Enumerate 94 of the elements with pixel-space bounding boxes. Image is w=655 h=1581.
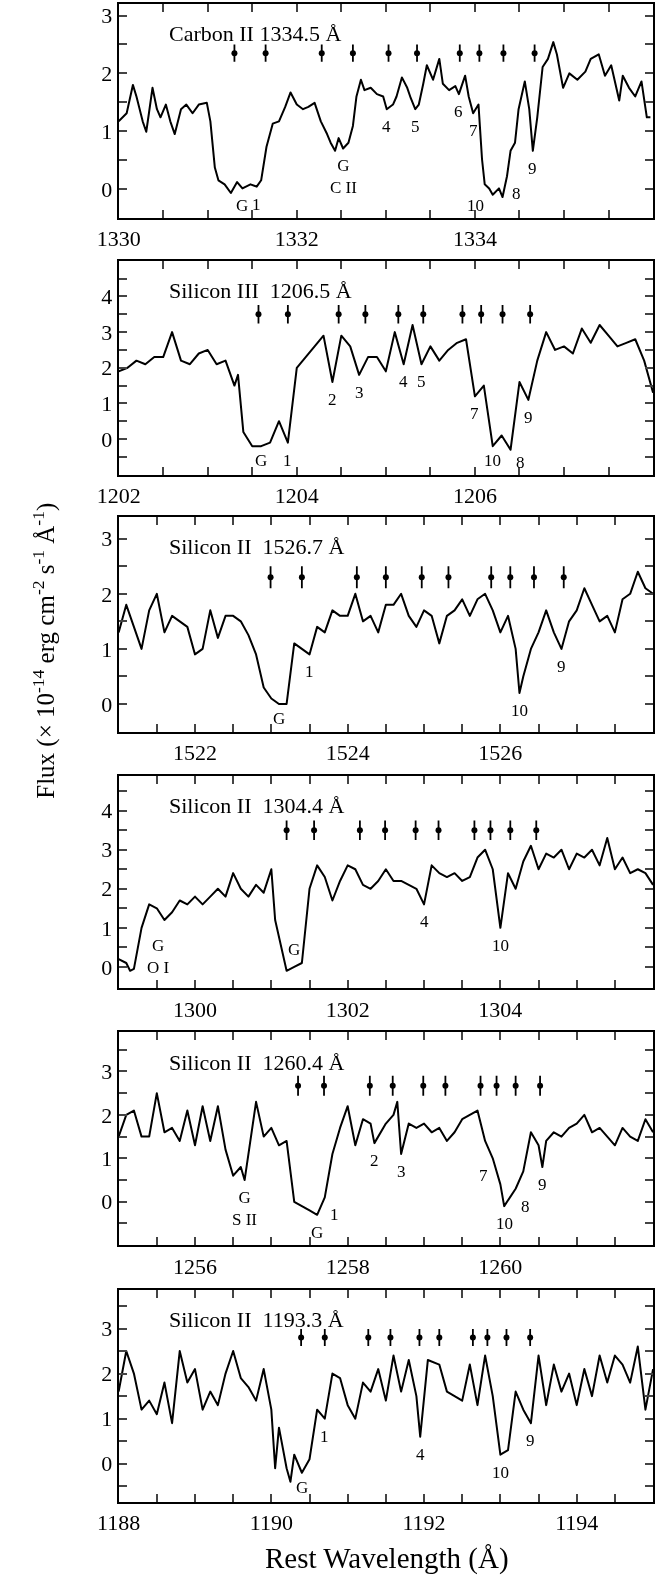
annotation: G [236, 196, 249, 215]
text: Silicon III 1206.5 Å [169, 278, 352, 303]
annotation: 7 [469, 121, 478, 140]
y-tick-label: 4 [101, 284, 113, 310]
x-tick-label: 1194 [555, 1510, 599, 1536]
y-tick-label: 1 [101, 1146, 113, 1172]
annotation: 5 [411, 117, 420, 136]
text: Silicon II 1304.4 Å [169, 793, 345, 818]
annotation: G [255, 451, 268, 470]
annotation: G [273, 709, 286, 728]
annotation: G S II [232, 1188, 258, 1230]
x-tick-label: 1522 [172, 739, 217, 765]
x-tick-label: 1206 [452, 483, 497, 509]
x-tick-label: 1330 [96, 226, 141, 252]
annotation: G [296, 1478, 309, 1497]
annotation: 3 [355, 383, 364, 402]
annotation: 2 [328, 390, 337, 409]
y-tick-label: 0 [101, 1189, 113, 1215]
x-axis-title: Rest Wavelength (Å) [265, 1542, 509, 1575]
annotation: 6 [454, 102, 463, 121]
text: Silicon II 1193.3 Å [169, 1307, 344, 1332]
annotation: 9 [526, 1431, 535, 1450]
y-tick-label: 3 [101, 319, 113, 345]
x-tick-label: 1300 [172, 996, 217, 1022]
annotation: 8 [512, 184, 521, 203]
x-tick-label: 1302 [325, 996, 370, 1022]
y-tick-label: 0 [101, 1451, 113, 1477]
y-tick-label: 2 [101, 1102, 113, 1128]
x-tick-label: 1332 [274, 226, 319, 252]
annotation: G [311, 1223, 324, 1242]
annotation: 10 [484, 451, 501, 470]
annotation: G O I [147, 936, 170, 978]
y-tick-label: 3 [101, 1059, 113, 1085]
annotation: 3 [397, 1162, 406, 1181]
annotation: 10 [496, 1214, 513, 1233]
annotation: 7 [479, 1166, 488, 1185]
y-tick-label: 2 [101, 1361, 113, 1387]
annotation: 1 [330, 1205, 339, 1224]
x-tick-label: 1188 [97, 1510, 141, 1536]
annotation: 10 [492, 936, 509, 955]
text: Silicon II 1526.7 Å [169, 534, 345, 559]
annotation: G C II [330, 156, 358, 198]
annotation: 2 [370, 1151, 379, 1170]
annotation: 1 [305, 662, 314, 681]
y-tick-label: 3 [101, 837, 113, 863]
y-tick-label: 3 [101, 3, 113, 29]
x-tick-label: 1202 [96, 483, 141, 509]
annotation: 7 [470, 404, 479, 423]
y-tick-label: 0 [101, 176, 113, 202]
annotation: 9 [528, 159, 537, 178]
annotation: 4 [416, 1445, 425, 1464]
text: Carbon II 1334.5 Å [169, 21, 342, 46]
x-tick-label: 1192 [402, 1510, 446, 1536]
annotation: 9 [524, 408, 533, 427]
annotation: 10 [511, 701, 528, 720]
y-tick-label: 1 [101, 391, 113, 417]
x-tick-label: 1260 [478, 1253, 523, 1279]
annotation: 10 [492, 1463, 509, 1482]
annotation: 4 [382, 117, 391, 136]
annotation: 4 [420, 912, 429, 931]
y-tick-label: 0 [101, 426, 113, 452]
y-tick-label: 1 [101, 118, 113, 144]
y-tick-label: 3 [101, 526, 113, 552]
text: Silicon II 1260.4 Å [169, 1050, 345, 1075]
y-tick-label: 2 [101, 581, 113, 607]
y-tick-label: 2 [101, 355, 113, 381]
x-tick-label: 1524 [325, 739, 370, 765]
x-tick-label: 1304 [478, 996, 523, 1022]
y-tick-label: 1 [101, 915, 113, 941]
annotation: 1 [320, 1427, 329, 1446]
y-tick-label: 2 [101, 61, 113, 87]
annotation: 8 [521, 1197, 530, 1216]
annotation: 10 [467, 196, 484, 215]
annotation: 9 [557, 657, 566, 676]
x-tick-label: 1334 [452, 226, 497, 252]
annotation: 1 [252, 195, 261, 214]
annotation: 1 [283, 451, 292, 470]
annotation: 5 [417, 372, 426, 391]
y-tick-label: 3 [101, 1316, 113, 1342]
x-tick-label: 1526 [478, 739, 523, 765]
x-tick-label: 1204 [274, 483, 319, 509]
y-tick-label: 0 [101, 691, 113, 717]
annotation: 8 [516, 453, 525, 472]
y-tick-label: 1 [101, 636, 113, 662]
y-tick-label: 2 [101, 876, 113, 902]
annotation: 4 [399, 372, 408, 391]
y-tick-label: 4 [101, 798, 113, 824]
annotation: 9 [538, 1175, 547, 1194]
x-tick-label: 1190 [249, 1510, 293, 1536]
y-tick-label: 1 [101, 1406, 113, 1432]
y-tick-label: 0 [101, 954, 113, 980]
x-tick-label: 1258 [325, 1253, 370, 1279]
annotation: G [288, 940, 301, 959]
x-tick-label: 1256 [172, 1253, 217, 1279]
